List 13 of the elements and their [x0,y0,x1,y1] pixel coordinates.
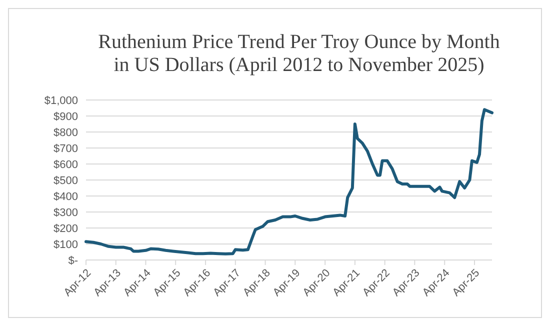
y-tick-label: $500 [54,174,78,187]
chart-title: Ruthenium Price Trend Per Troy Ounce by Month in US Dollars (April 2012 to November 2025) [98,31,500,76]
y-tick-label: $200 [54,222,78,235]
y-tick-label: $1,000 [44,94,78,107]
y-tick-label: $800 [54,126,78,139]
y-tick-label: $900 [54,110,78,123]
y-tick-label: $100 [54,238,78,251]
y-tick-label: $400 [54,190,78,203]
line-series [84,108,494,256]
y-tick-label: $700 [54,142,78,155]
y-tick-label: $300 [54,206,78,219]
y-tick-label: $600 [54,158,78,171]
y-tick-label: $- [68,254,78,267]
